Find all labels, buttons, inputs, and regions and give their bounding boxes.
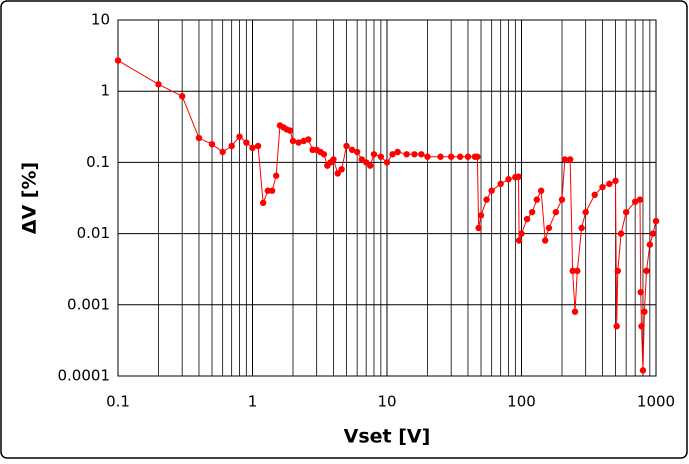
data-point	[259, 199, 267, 207]
data-point	[254, 142, 262, 150]
data-point	[505, 176, 512, 183]
data-point	[515, 237, 523, 244]
x-tick-label: 1000	[637, 393, 675, 411]
data-point	[631, 198, 639, 205]
data-point	[437, 153, 444, 160]
data-point	[483, 196, 490, 203]
y-tick-label: 10	[91, 11, 110, 29]
data-point	[418, 151, 425, 158]
data-point	[474, 153, 481, 160]
data-point	[348, 146, 356, 154]
data-point	[574, 267, 581, 275]
data-point	[599, 183, 606, 191]
data-point	[366, 162, 374, 169]
data-point	[208, 141, 216, 148]
data-point	[394, 148, 401, 156]
data-point	[343, 142, 350, 150]
data-point	[497, 180, 504, 188]
data-point	[614, 267, 622, 275]
data-point	[646, 241, 654, 248]
data-point	[518, 230, 525, 237]
data-point	[582, 208, 589, 216]
x-axis-title: Vset [V]	[344, 426, 431, 448]
data-point	[622, 208, 630, 216]
data-point	[537, 187, 545, 194]
y-tick-label: 0.0001	[58, 367, 111, 385]
data-point	[541, 237, 549, 244]
data-point	[456, 153, 464, 160]
data-point	[561, 156, 569, 163]
data-point	[571, 308, 579, 315]
data-point	[195, 134, 203, 142]
data-point	[552, 208, 560, 216]
data-point	[643, 267, 650, 275]
data-point	[377, 153, 385, 160]
data-point	[533, 196, 541, 203]
data-point	[370, 151, 378, 158]
data-point	[155, 81, 162, 88]
data-point	[411, 151, 418, 158]
data-point	[606, 180, 613, 188]
data-point	[272, 172, 280, 179]
y-tick-label: 0.1	[86, 153, 110, 171]
y-tick-label: 1	[100, 82, 110, 100]
data-point	[338, 166, 345, 173]
data-point	[295, 139, 302, 146]
data-point	[219, 148, 226, 156]
x-tick-label: 0.1	[106, 393, 130, 411]
data-point	[424, 153, 431, 160]
data-point	[515, 173, 522, 180]
data-point	[330, 156, 337, 163]
data-point	[447, 153, 455, 160]
data-point	[638, 323, 645, 330]
data-point	[523, 215, 531, 223]
data-point	[268, 187, 276, 194]
data-point	[475, 224, 482, 232]
data-point	[464, 153, 472, 160]
data-point	[403, 151, 410, 158]
data-point	[639, 367, 647, 374]
data-point	[477, 212, 485, 219]
data-point	[566, 156, 574, 163]
data-point	[569, 267, 576, 275]
data-point	[591, 191, 598, 199]
y-axis-title: ΔV [%]	[19, 162, 41, 234]
data-point	[383, 159, 391, 166]
x-tick-label: 1	[248, 393, 258, 411]
y-tick-label: 0.001	[67, 295, 110, 313]
data-point	[528, 208, 536, 216]
data-point	[617, 230, 625, 237]
data-point	[636, 196, 644, 203]
data-point	[613, 323, 620, 330]
data-point	[545, 224, 553, 232]
data-point	[236, 133, 243, 140]
x-tick-label: 100	[507, 393, 536, 411]
x-tick-label: 10	[377, 393, 396, 411]
data-point	[649, 230, 657, 237]
data-point	[389, 151, 396, 158]
data-point	[114, 57, 122, 64]
data-point	[286, 127, 294, 134]
data-point	[353, 148, 361, 156]
data-point	[249, 144, 256, 152]
y-tick-label: 0.01	[77, 224, 110, 242]
data-point	[334, 170, 341, 177]
data-point	[612, 177, 619, 185]
data-point	[488, 187, 495, 194]
data-point	[289, 137, 297, 145]
data-point	[178, 93, 186, 100]
data-point	[320, 151, 328, 158]
data-point	[305, 136, 312, 143]
data-point	[228, 142, 235, 150]
data-point	[558, 196, 566, 203]
data-point	[243, 139, 250, 146]
data-point	[652, 217, 660, 225]
data-point	[637, 289, 644, 296]
data-point	[578, 224, 585, 232]
data-point	[641, 308, 648, 315]
